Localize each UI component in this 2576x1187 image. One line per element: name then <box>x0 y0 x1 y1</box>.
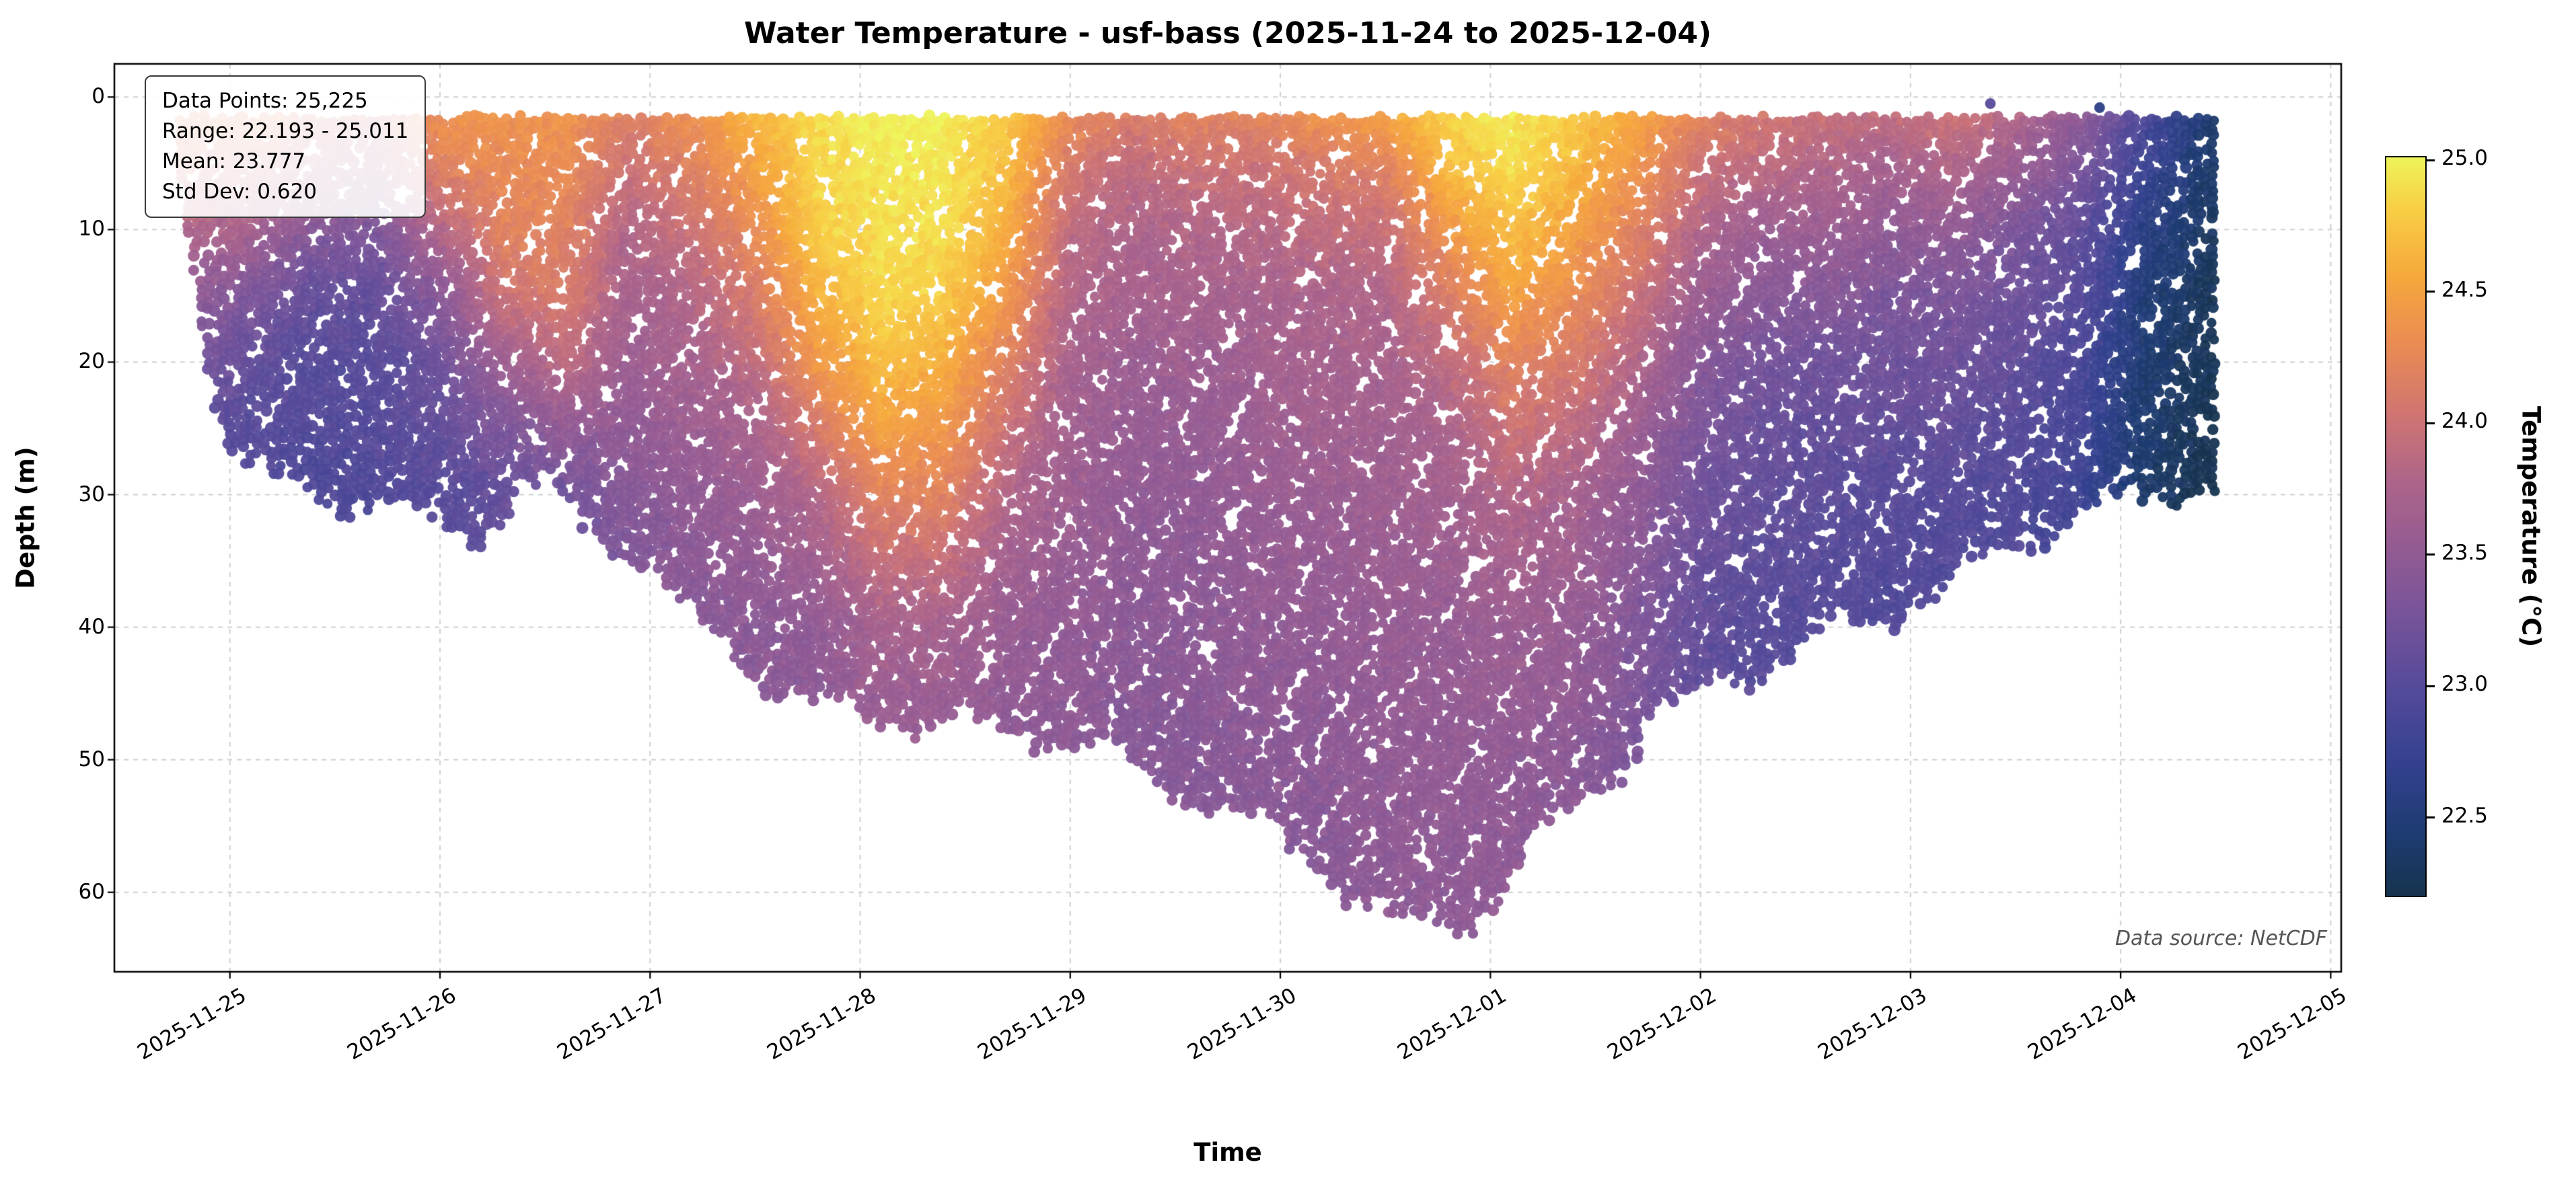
colorbar-tick-label: 23.0 <box>2441 672 2489 697</box>
colorbar-tick-mark <box>2427 291 2435 293</box>
colorbar-tick-label: 24.0 <box>2441 409 2489 434</box>
colorbar-gradient <box>2386 157 2425 896</box>
colorbar-tick-mark <box>2427 685 2435 687</box>
colorbar-tick-mark <box>2427 553 2435 556</box>
colorbar <box>2385 156 2435 897</box>
y-tick-label: 20 <box>78 349 105 374</box>
chart-title: Water Temperature - usf-bass (2025-11-24… <box>744 16 1712 50</box>
colorbar-tick-label: 23.5 <box>2441 540 2489 565</box>
colorbar-tick-label: 24.5 <box>2441 277 2489 302</box>
y-axis-label: Depth (m) <box>11 447 40 589</box>
data-source-note: Data source: NetCDF <box>2114 927 2327 950</box>
y-tick-label: 30 <box>78 482 105 506</box>
stats-box: Data Points: 25,225 Range: 22.193 - 25.0… <box>145 75 427 218</box>
stats-line-std: Std Dev: 0.620 <box>162 180 318 204</box>
x-axis-label: Time <box>1193 1138 1262 1167</box>
colorbar-tick-mark <box>2427 816 2435 819</box>
colorbar-tick-label: 22.5 <box>2441 803 2489 828</box>
stats-line-range: Range: 22.193 - 25.011 <box>162 119 409 143</box>
colorbar-label: Temperature (°C) <box>2516 406 2546 648</box>
stats-line-mean: Mean: 23.777 <box>162 149 306 174</box>
stats-line-points: Data Points: 25,225 <box>162 89 368 113</box>
colorbar-tick-mark <box>2427 159 2435 161</box>
y-tick-label: 60 <box>78 879 105 904</box>
y-tick-label: 50 <box>78 746 105 771</box>
y-tick-label: 40 <box>78 614 105 639</box>
colorbar-tick-mark <box>2427 422 2435 424</box>
y-tick-label: 0 <box>91 84 105 109</box>
colorbar-tick-label: 25.0 <box>2441 146 2489 171</box>
y-tick-label: 10 <box>78 217 105 241</box>
